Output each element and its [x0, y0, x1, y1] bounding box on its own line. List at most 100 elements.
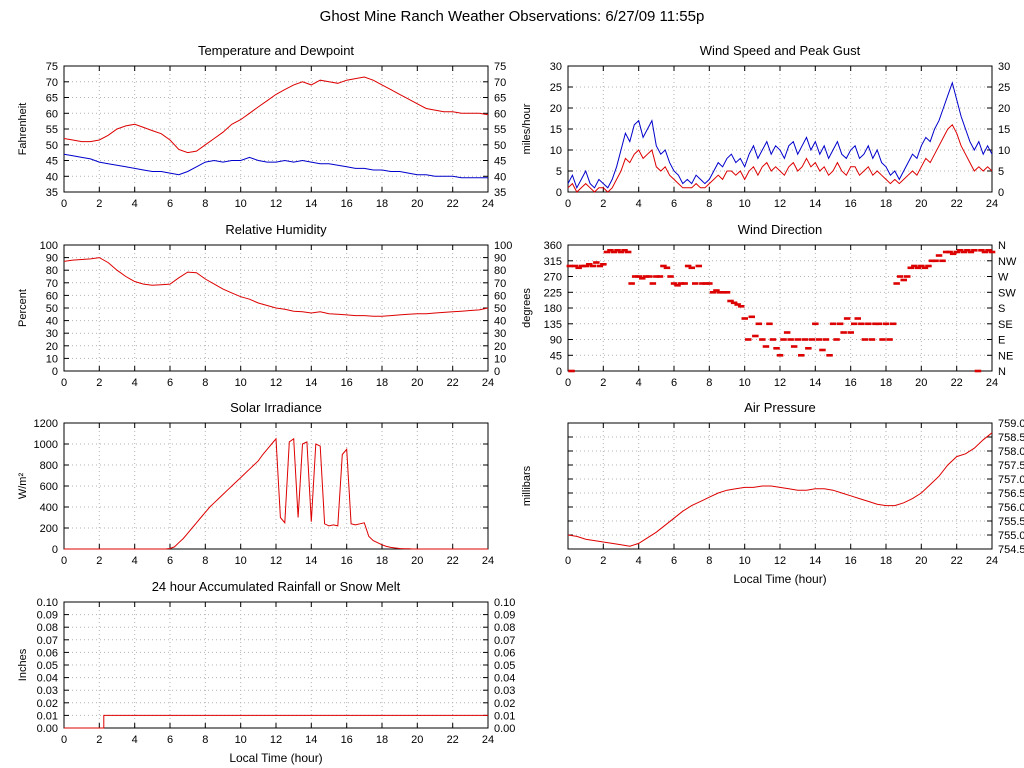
svg-text:756.5: 756.5 — [998, 488, 1024, 500]
svg-text:2: 2 — [600, 198, 606, 210]
svg-text:4: 4 — [132, 377, 138, 389]
svg-text:200: 200 — [40, 523, 58, 535]
svg-text:100: 100 — [40, 240, 58, 252]
chart-solar-irradiance: 0 2 4 6 8 10 12 14 16 18 20 22 240200400600800100012… — [17, 400, 494, 567]
svg-text:0.01: 0.01 — [37, 710, 58, 722]
svg-text:60: 60 — [494, 108, 506, 120]
svg-text:757.0: 757.0 — [998, 474, 1024, 486]
svg-text:18: 18 — [880, 555, 892, 567]
svg-text:NW: NW — [998, 256, 1017, 268]
svg-text:24: 24 — [482, 377, 494, 389]
svg-text:6: 6 — [167, 198, 173, 210]
svg-text:0.05: 0.05 — [494, 660, 515, 672]
svg-text:600: 600 — [40, 481, 58, 493]
svg-text:10: 10 — [494, 353, 506, 365]
svg-text:14: 14 — [809, 198, 821, 210]
svg-text:18: 18 — [880, 198, 892, 210]
svg-text:14: 14 — [305, 198, 317, 210]
svg-text:8: 8 — [202, 734, 208, 746]
svg-text:45: 45 — [46, 156, 58, 168]
svg-text:12: 12 — [270, 198, 282, 210]
svg-text:0.09: 0.09 — [37, 610, 58, 622]
svg-text:4: 4 — [636, 198, 642, 210]
svg-text:75: 75 — [46, 61, 58, 73]
svg-text:0.05: 0.05 — [37, 660, 58, 672]
svg-text:360: 360 — [544, 240, 562, 252]
svg-text:6: 6 — [167, 555, 173, 567]
svg-text:14: 14 — [809, 377, 821, 389]
svg-text:2: 2 — [600, 555, 606, 567]
svg-text:0: 0 — [565, 198, 571, 210]
svg-text:40: 40 — [494, 316, 506, 328]
page-title: Ghost Mine Ranch Weather Observations: 6… — [319, 8, 705, 25]
svg-text:758.5: 758.5 — [998, 432, 1024, 444]
svg-text:22: 22 — [951, 377, 963, 389]
svg-text:18: 18 — [376, 377, 388, 389]
svg-text:Relative Humidity: Relative Humidity — [225, 222, 327, 237]
svg-text:NE: NE — [998, 350, 1013, 362]
svg-text:22: 22 — [951, 555, 963, 567]
svg-text:14: 14 — [305, 734, 317, 746]
svg-text:400: 400 — [40, 502, 58, 514]
svg-text:14: 14 — [305, 377, 317, 389]
svg-text:8: 8 — [202, 377, 208, 389]
svg-text:0.03: 0.03 — [37, 685, 58, 697]
svg-text:14: 14 — [305, 555, 317, 567]
svg-text:20: 20 — [915, 377, 927, 389]
svg-text:2: 2 — [96, 555, 102, 567]
svg-text:25: 25 — [998, 82, 1010, 94]
svg-text:70: 70 — [46, 77, 58, 89]
svg-text:10: 10 — [998, 145, 1010, 157]
svg-text:0.02: 0.02 — [37, 698, 58, 710]
svg-text:16: 16 — [341, 198, 353, 210]
svg-text:W/m²: W/m² — [17, 473, 29, 500]
svg-text:SE: SE — [998, 319, 1013, 331]
svg-text:0.04: 0.04 — [37, 673, 58, 685]
svg-text:SW: SW — [998, 287, 1016, 299]
svg-text:20: 20 — [411, 555, 423, 567]
svg-text:0.06: 0.06 — [494, 647, 515, 659]
svg-text:Solar Irradiance: Solar Irradiance — [230, 400, 322, 415]
svg-text:0.07: 0.07 — [494, 635, 515, 647]
svg-text:18: 18 — [376, 734, 388, 746]
svg-text:20: 20 — [494, 341, 506, 353]
svg-text:755.5: 755.5 — [998, 516, 1024, 528]
svg-text:10: 10 — [739, 555, 751, 567]
svg-text:E: E — [998, 335, 1005, 347]
svg-text:45: 45 — [550, 350, 562, 362]
svg-text:4: 4 — [636, 555, 642, 567]
svg-text:0.06: 0.06 — [37, 647, 58, 659]
svg-text:30: 30 — [494, 328, 506, 340]
svg-text:16: 16 — [341, 377, 353, 389]
svg-text:24: 24 — [482, 734, 494, 746]
svg-text:20: 20 — [411, 734, 423, 746]
svg-text:Fahrenheit: Fahrenheit — [17, 103, 29, 156]
svg-text:10: 10 — [235, 555, 247, 567]
svg-text:0: 0 — [565, 377, 571, 389]
svg-text:15: 15 — [550, 124, 562, 136]
svg-text:80: 80 — [494, 265, 506, 277]
svg-text:0.07: 0.07 — [37, 635, 58, 647]
chart-rainfall: 0 2 4 6 8 10 12 14 16 18 20 22 240.00 0.000.01 0.010.0… — [17, 579, 515, 765]
svg-text:759.0: 759.0 — [998, 418, 1024, 430]
svg-text:22: 22 — [447, 555, 459, 567]
svg-text:757.5: 757.5 — [998, 460, 1024, 472]
svg-text:55: 55 — [494, 124, 506, 136]
svg-text:20: 20 — [998, 103, 1010, 115]
svg-text:24: 24 — [986, 198, 998, 210]
chart-air-pressure: 0 2 4 6 8 10 12 14 16 18 20 22 24754.5755.0755.5756.… — [521, 400, 1024, 586]
svg-text:4: 4 — [132, 734, 138, 746]
svg-text:755.0: 755.0 — [998, 530, 1024, 542]
svg-text:14: 14 — [809, 555, 821, 567]
svg-text:5: 5 — [998, 166, 1004, 178]
svg-text:30: 30 — [998, 61, 1010, 73]
svg-text:10: 10 — [235, 734, 247, 746]
svg-text:70: 70 — [46, 278, 58, 290]
svg-text:Percent: Percent — [17, 289, 29, 327]
svg-text:S: S — [998, 303, 1005, 315]
svg-text:100: 100 — [494, 240, 512, 252]
